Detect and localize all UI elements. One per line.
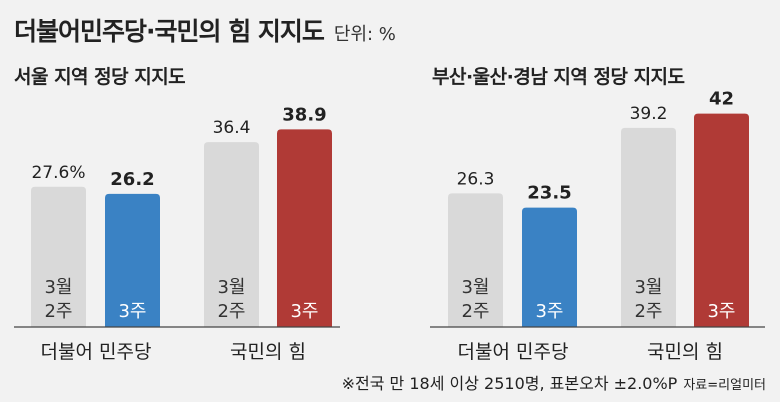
unit-label: 단위: % <box>333 24 396 45</box>
bar-inner-label-p0-g1-s0-l0: 3월 <box>217 277 245 298</box>
value-label-p0-g1-s1: 38.9 <box>282 104 326 125</box>
group-label-p1-g1: 국민의 힘 <box>647 341 723 363</box>
bar-p0-g1-s0 <box>204 142 259 327</box>
source-text: 자료=리얼미터 <box>683 378 766 393</box>
bar-inner-label-p1-g1-s0-l0: 3월 <box>634 277 662 298</box>
footnote: ※전국 만 18세 이상 2510명, 표본오차 ±2.0%P 자료=리얼미터 <box>342 370 766 394</box>
bar-inner-label-p1-g0-s1-l0: 3주 <box>535 301 563 322</box>
value-label-p0-g1-s0: 36.4 <box>213 118 251 138</box>
bar-p1-g1-s0 <box>621 127 676 327</box>
bar-inner-label-p0-g0-s1-l0: 3주 <box>118 301 146 322</box>
panel-title-busan: 부산·울산·경남 지역 정당 지지도 <box>432 66 685 88</box>
value-label-p0-g0-s0: 27.6% <box>31 163 85 183</box>
bar-inner-label-p0-g1-s0-l1: 2주 <box>217 301 245 322</box>
value-label-p1-g1-s0: 39.2 <box>630 104 668 124</box>
bar-inner-label-p0-g0-s0-l0: 3월 <box>44 277 72 298</box>
bar-inner-label-p0-g0-s0-l1: 2주 <box>44 301 72 322</box>
bar-inner-label-p1-g0-s0-l0: 3월 <box>461 277 489 298</box>
chart-title: 더불어민주당·국민의 힘 지지도 <box>14 17 325 46</box>
group-label-p1-g0: 더불어 민주당 <box>458 341 569 363</box>
bar-p1-g0-s1 <box>522 207 577 327</box>
group-label-p0-g1: 국민의 힘 <box>230 341 306 363</box>
bar-inner-label-p1-g1-s0-l1: 2주 <box>634 301 662 322</box>
value-label-p1-g0-s1: 23.5 <box>527 183 571 204</box>
bar-inner-label-p0-g1-s1-l0: 3주 <box>290 301 318 322</box>
bar-inner-label-p1-g1-s1-l0: 3주 <box>707 301 735 322</box>
value-label-p0-g0-s1: 26.2 <box>110 169 154 190</box>
bar-p0-g0-s1 <box>105 193 160 327</box>
value-label-p1-g1-s1: 42 <box>709 89 734 110</box>
footnote-text: ※전국 만 18세 이상 2510명, 표본오차 ±2.0%P <box>341 374 678 393</box>
value-label-p1-g0-s0: 26.3 <box>457 169 495 189</box>
bar-inner-label-p1-g0-s0-l1: 2주 <box>461 301 489 322</box>
panel-title-seoul: 서울 지역 정당 지지도 <box>14 66 186 88</box>
bar-p1-g0-s0 <box>448 193 503 327</box>
bar-p1-g1-s1 <box>694 113 749 327</box>
group-label-p0-g0: 더불어 민주당 <box>41 341 152 363</box>
bar-p0-g0-s0 <box>31 186 86 327</box>
chart-header: 더불어민주당·국민의 힘 지지도 단위: % <box>14 12 396 48</box>
bar-p0-g1-s1 <box>277 129 332 327</box>
